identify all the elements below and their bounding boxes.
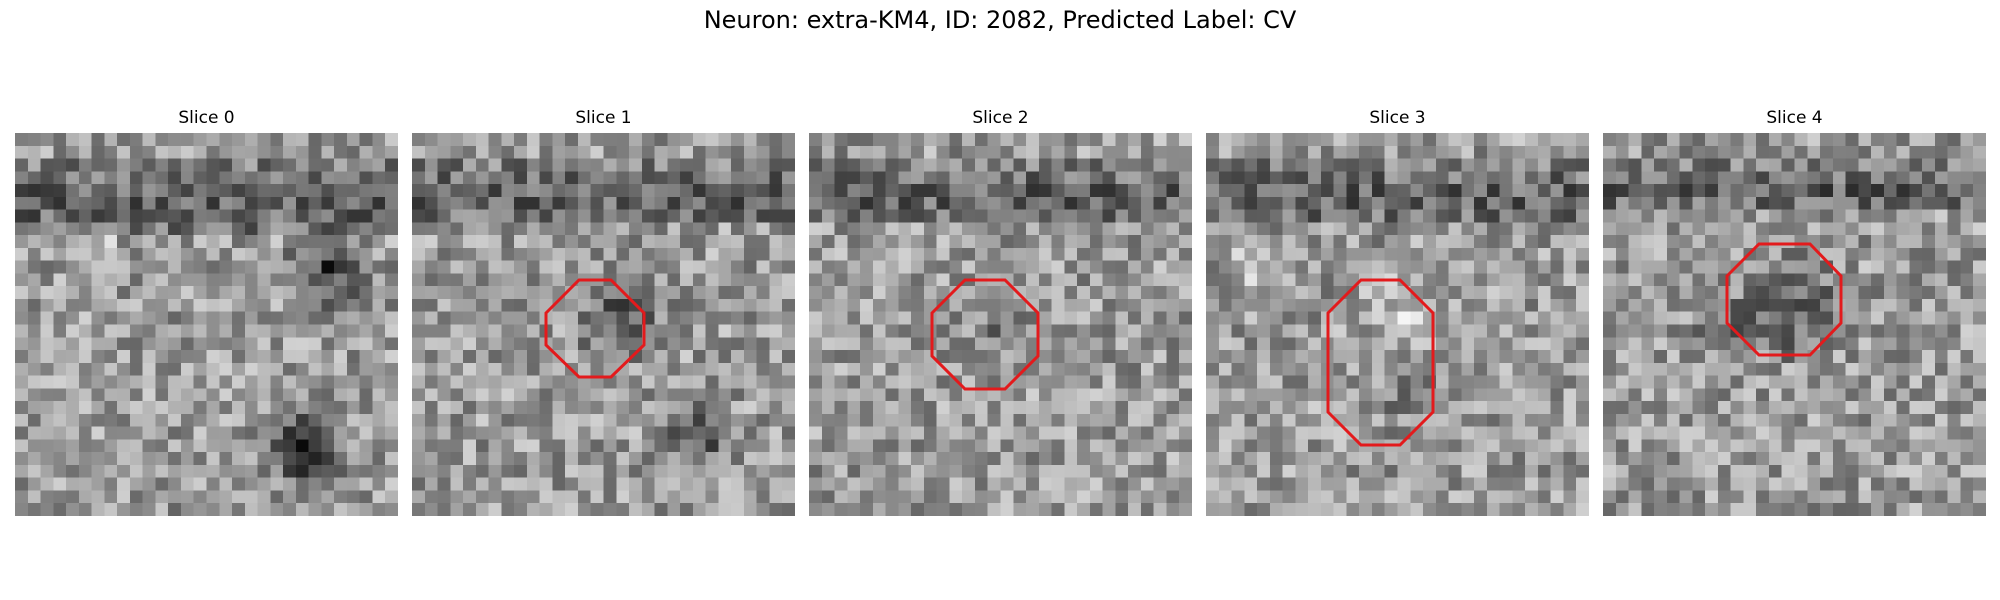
slice-image [1603, 133, 1986, 516]
slice-image [809, 133, 1192, 516]
roi-outline [1725, 242, 1843, 357]
slice-title: Slice 0 [178, 108, 235, 128]
roi-outline [930, 278, 1040, 391]
roi-outline [544, 278, 646, 379]
slice-title: Slice 2 [972, 108, 1029, 128]
slice-panel-4: Slice 4 [1603, 108, 1986, 516]
slice-title: Slice 1 [575, 108, 632, 128]
slice-image [412, 133, 795, 516]
slice-title: Slice 4 [1766, 108, 1823, 128]
slice-panel-3: Slice 3 [1206, 108, 1589, 516]
slice-panel-1: Slice 1 [412, 108, 795, 516]
roi-outline [1326, 278, 1435, 447]
figure-title: Neuron: extra-KM4, ID: 2082, Predicted L… [703, 6, 1297, 34]
slice-title: Slice 3 [1369, 108, 1426, 128]
slice-panel-2: Slice 2 [809, 108, 1192, 516]
slice-panel-0: Slice 0 [15, 108, 398, 516]
slice-image [15, 133, 398, 516]
slice-image [1206, 133, 1589, 516]
